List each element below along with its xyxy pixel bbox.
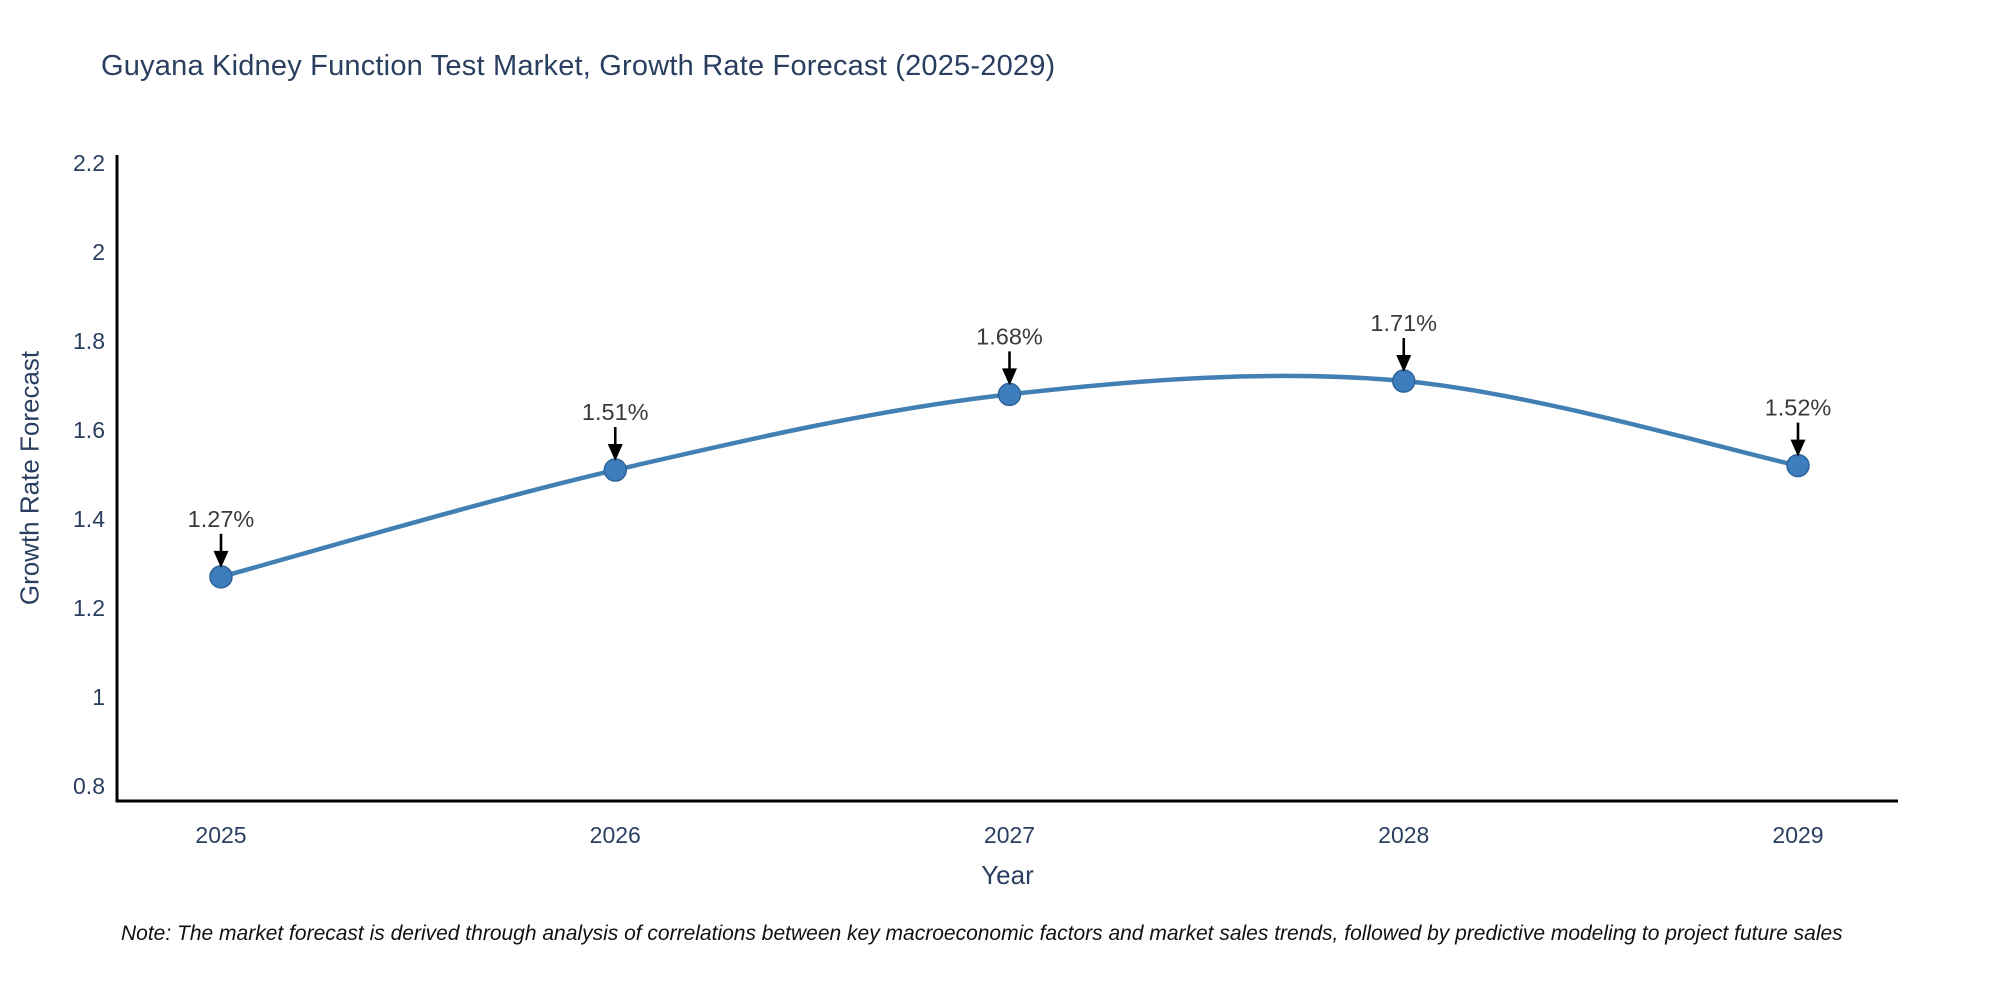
y-tick-label: 1.2	[73, 595, 105, 621]
x-tick-label: 2025	[195, 822, 246, 848]
data-label-2029: 1.52%	[1765, 395, 1832, 421]
annotation-arrow-head	[607, 444, 623, 462]
annotation-arrow-head	[213, 550, 229, 568]
data-point-2028	[1392, 369, 1416, 393]
x-tick-label: 2027	[984, 822, 1035, 848]
y-tick-label: 1.8	[73, 328, 105, 354]
y-axis-title: Growth Rate Forecast	[14, 350, 45, 606]
data-point-2027	[997, 382, 1022, 407]
footnote: Note: The market forecast is derived thr…	[121, 922, 1843, 945]
axis-lines	[115, 155, 1898, 803]
y-tick-label: 2.2	[73, 150, 105, 176]
annotation-arrow-head	[1396, 355, 1412, 373]
x-tick-label: 2026	[590, 822, 641, 848]
data-point-2029	[1786, 453, 1810, 478]
annotation-arrow-head	[1790, 439, 1806, 457]
data-label-2028: 1.71%	[1370, 310, 1437, 336]
x-axis-title: Year	[981, 860, 1034, 890]
y-tick-label: 1.6	[73, 417, 105, 443]
chart-title: Guyana Kidney Function Test Market, Grow…	[101, 50, 1056, 82]
y-tick-label: 1	[92, 684, 105, 710]
annotation-arrow-head	[1002, 368, 1017, 386]
data-label-2026: 1.51%	[582, 399, 649, 425]
x-tick-label: 2028	[1378, 822, 1429, 848]
data-point-2026	[603, 458, 627, 482]
data-label-2027: 1.68%	[976, 323, 1043, 349]
data-label-2025: 1.27%	[188, 506, 255, 532]
y-tick-label: 0.8	[73, 773, 105, 799]
x-tick-label: 2029	[1772, 822, 1823, 848]
y-tick-label: 1.4	[73, 506, 105, 532]
y-tick-label: 2	[92, 239, 105, 265]
data-point-2025	[209, 565, 233, 589]
